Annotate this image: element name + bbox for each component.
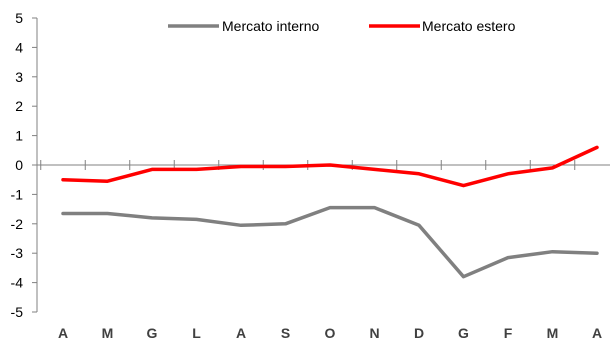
x-tick-label: L bbox=[192, 325, 201, 341]
legend-item-1: Mercato interno bbox=[168, 18, 319, 34]
y-axis: -5 -4 -3 -2 -1 0 1 2 3 4 5 bbox=[11, 10, 38, 320]
y-tick-label: 1 bbox=[15, 128, 23, 144]
legend-item-2: Mercato estero bbox=[369, 18, 516, 34]
y-tick-label: -1 bbox=[11, 186, 24, 202]
x-tick-label: S bbox=[281, 325, 290, 341]
y-tick-label: -5 bbox=[11, 304, 24, 320]
y-tick-label: 0 bbox=[15, 157, 23, 173]
x-tick-label: O bbox=[325, 325, 336, 341]
x-tick-label: M bbox=[102, 325, 114, 341]
y-tick-label: -2 bbox=[11, 216, 24, 232]
legend-label: Mercato interno bbox=[222, 18, 319, 34]
y-tick-label: -3 bbox=[11, 245, 24, 261]
series-lines bbox=[61, 145, 599, 279]
y-tick-label: 2 bbox=[15, 98, 23, 114]
series-line-1 bbox=[61, 205, 599, 279]
x-tick-label: M bbox=[547, 325, 559, 341]
x-tick-label: F bbox=[504, 325, 513, 341]
x-tick-label: D bbox=[414, 325, 424, 341]
x-tick-label: G bbox=[147, 325, 158, 341]
x-tick-label: A bbox=[236, 325, 246, 341]
legend: Mercato interno Mercato estero bbox=[168, 18, 516, 34]
legend-label: Mercato estero bbox=[422, 18, 516, 34]
x-tick-label: N bbox=[369, 325, 379, 341]
x-tick-label: G bbox=[458, 325, 469, 341]
y-tick-label: 5 bbox=[15, 10, 23, 26]
y-tick-label: 4 bbox=[15, 39, 23, 55]
y-tick-label: 3 bbox=[15, 69, 23, 85]
series-line-2 bbox=[61, 145, 599, 188]
x-tick-label: A bbox=[58, 325, 68, 341]
y-tick-label: -4 bbox=[11, 275, 24, 291]
x-tick-label: A bbox=[592, 325, 602, 341]
